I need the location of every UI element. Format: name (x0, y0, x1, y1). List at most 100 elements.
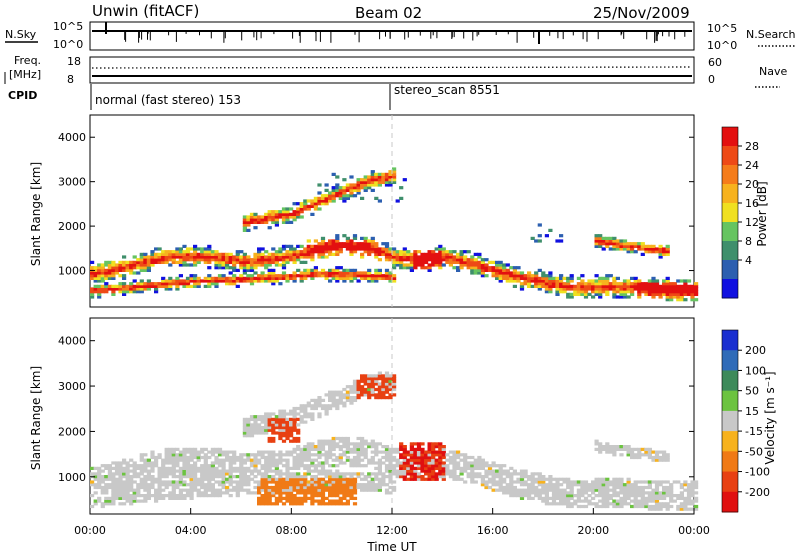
velocity-cell (267, 475, 272, 479)
velocity-cell (377, 374, 382, 378)
power-cell (637, 284, 642, 288)
power-cell (399, 263, 404, 267)
velocity-cell (136, 472, 141, 476)
velocity-cell (324, 502, 329, 506)
velocity-cell (264, 461, 269, 465)
velocity-cell (207, 477, 212, 481)
power-cell (427, 252, 432, 256)
power-cell (90, 292, 95, 296)
velocity-cell (278, 409, 283, 413)
power-cell (281, 260, 287, 264)
power-cell (452, 250, 457, 254)
power-cell (335, 268, 340, 272)
velocity-cell (281, 464, 287, 468)
velocity-cell (647, 507, 652, 511)
velocity-cell (111, 477, 116, 481)
power-cell (320, 202, 326, 206)
velocity-cell (210, 494, 215, 498)
velocity-cell (644, 496, 649, 500)
velocity-cell (608, 483, 613, 487)
power-cell (544, 279, 549, 283)
velocity-cell (413, 475, 418, 479)
velocity-cell (402, 475, 407, 479)
power-cell (242, 263, 247, 267)
velocity-cell (285, 488, 290, 492)
velocity-cell (381, 483, 386, 487)
velocity-cell (502, 464, 507, 468)
velocity-cell (392, 450, 397, 454)
velocity-cell (416, 472, 422, 476)
velocity-cell (352, 387, 358, 392)
power-cell (267, 260, 272, 264)
velocity-cell (118, 502, 123, 506)
power-cell (232, 266, 237, 270)
power-cell (185, 282, 191, 286)
velocity-cell (630, 494, 635, 498)
velocity-cell (296, 466, 301, 470)
power-cell (217, 258, 223, 262)
power-cell (559, 276, 564, 280)
power-cell (320, 250, 326, 254)
velocity-cell (175, 475, 180, 479)
velocity-cell (175, 485, 180, 490)
velocity-cell (111, 494, 116, 498)
power-cell (249, 282, 255, 286)
velocity-cell (448, 472, 453, 476)
velocity-cell (285, 466, 290, 470)
power-cell (320, 252, 326, 256)
power-cell (289, 258, 294, 262)
power-cell (320, 194, 326, 198)
power-cell (654, 279, 660, 283)
power-cell (608, 242, 613, 246)
velocity-cell (175, 453, 180, 457)
velocity-cell (608, 480, 613, 484)
velocity-cell (381, 475, 386, 479)
velocity-cell (384, 488, 390, 492)
power-cell (374, 242, 379, 246)
velocity-cell (107, 466, 112, 470)
velocity-cell (264, 415, 269, 419)
velocity-cell (637, 485, 642, 490)
power-cell (285, 274, 290, 278)
power-cell (320, 255, 326, 259)
velocity-cell (569, 502, 574, 506)
power-cell (630, 292, 635, 296)
power-cell (669, 292, 674, 296)
power-cell (640, 290, 645, 294)
velocity-cell (640, 485, 645, 490)
velocity-cell (388, 469, 393, 473)
velocity-cell (356, 458, 361, 462)
power-cell (157, 252, 162, 256)
velocity-cell (296, 417, 301, 421)
velocity-cell (374, 374, 379, 378)
power-cell (598, 292, 603, 296)
velocity-cell (303, 475, 308, 479)
velocity-cell (132, 475, 137, 479)
velocity-cell (324, 488, 329, 492)
power-cell (292, 276, 297, 280)
power-cell (591, 279, 596, 283)
velocity-cell (470, 472, 475, 476)
velocity-cell (296, 428, 301, 432)
velocity-cell (662, 496, 667, 500)
velocity-cell (303, 415, 308, 419)
power-cell (189, 255, 194, 259)
velocity-cell (225, 480, 230, 484)
velocity-cell (182, 496, 187, 500)
velocity-cell (548, 475, 553, 479)
velocity-cell (171, 455, 176, 460)
velocity-cell (356, 483, 361, 487)
power-cell (555, 276, 560, 280)
velocity-cell (328, 453, 333, 457)
velocity-cell (335, 499, 340, 503)
power-cell (310, 212, 315, 216)
power-cell (331, 276, 336, 280)
velocity-cell (310, 442, 315, 446)
velocity-cell (544, 477, 549, 481)
velocity-cell (228, 461, 233, 465)
velocity-cell (313, 480, 318, 484)
velocity-cell (331, 458, 336, 462)
power-cell (221, 266, 226, 270)
velocity-cell (406, 450, 411, 454)
velocity-cell (395, 447, 400, 451)
